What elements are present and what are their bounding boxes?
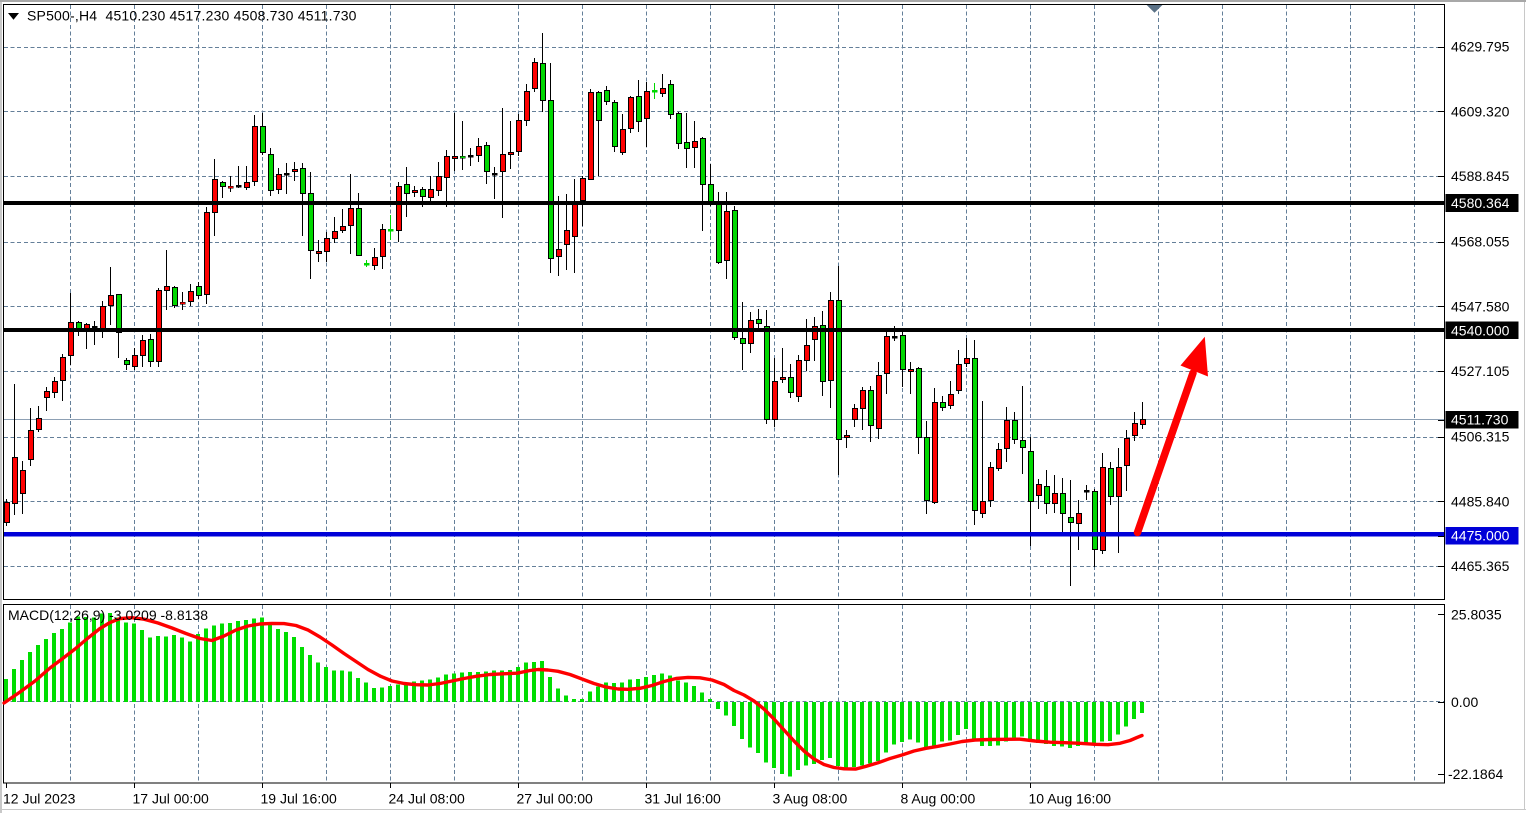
svg-text:0.00: 0.00 xyxy=(1451,694,1478,710)
svg-text:4465.365: 4465.365 xyxy=(1451,558,1510,574)
svg-text:4540.000: 4540.000 xyxy=(1451,322,1510,338)
svg-text:MACD(12,26,9) -3.0209 -8.8138: MACD(12,26,9) -3.0209 -8.8138 xyxy=(8,607,208,623)
svg-text:4511.730: 4511.730 xyxy=(1451,412,1509,428)
svg-text:4588.845: 4588.845 xyxy=(1451,168,1510,184)
svg-text:SP500-,H4 4510.230 4517.230 4: SP500-,H4 4510.230 4517.230 4508.730 451… xyxy=(27,8,357,24)
svg-text:4475.000: 4475.000 xyxy=(1451,528,1510,544)
svg-text:4629.795: 4629.795 xyxy=(1451,39,1510,55)
svg-text:4527.105: 4527.105 xyxy=(1451,363,1510,379)
svg-text:10 Aug 16:00: 10 Aug 16:00 xyxy=(1029,791,1112,807)
svg-text:24 Jul 08:00: 24 Jul 08:00 xyxy=(389,791,465,807)
svg-text:4568.055: 4568.055 xyxy=(1451,234,1510,250)
svg-text:19 Jul 16:00: 19 Jul 16:00 xyxy=(261,791,337,807)
svg-text:4547.580: 4547.580 xyxy=(1451,298,1510,314)
svg-text:-22.1864: -22.1864 xyxy=(1448,766,1503,782)
svg-text:4580.364: 4580.364 xyxy=(1451,195,1510,211)
svg-text:4609.320: 4609.320 xyxy=(1451,103,1510,119)
svg-text:4485.840: 4485.840 xyxy=(1451,493,1510,509)
svg-text:17 Jul 00:00: 17 Jul 00:00 xyxy=(133,791,209,807)
svg-text:3 Aug 08:00: 3 Aug 08:00 xyxy=(773,791,848,807)
svg-text:25.8035: 25.8035 xyxy=(1451,607,1502,623)
svg-text:4506.315: 4506.315 xyxy=(1451,429,1510,445)
svg-text:27 Jul 00:00: 27 Jul 00:00 xyxy=(517,791,593,807)
svg-text:12 Jul 2023: 12 Jul 2023 xyxy=(3,791,76,807)
svg-text:8 Aug 00:00: 8 Aug 00:00 xyxy=(901,791,976,807)
svg-text:31 Jul 16:00: 31 Jul 16:00 xyxy=(645,791,721,807)
